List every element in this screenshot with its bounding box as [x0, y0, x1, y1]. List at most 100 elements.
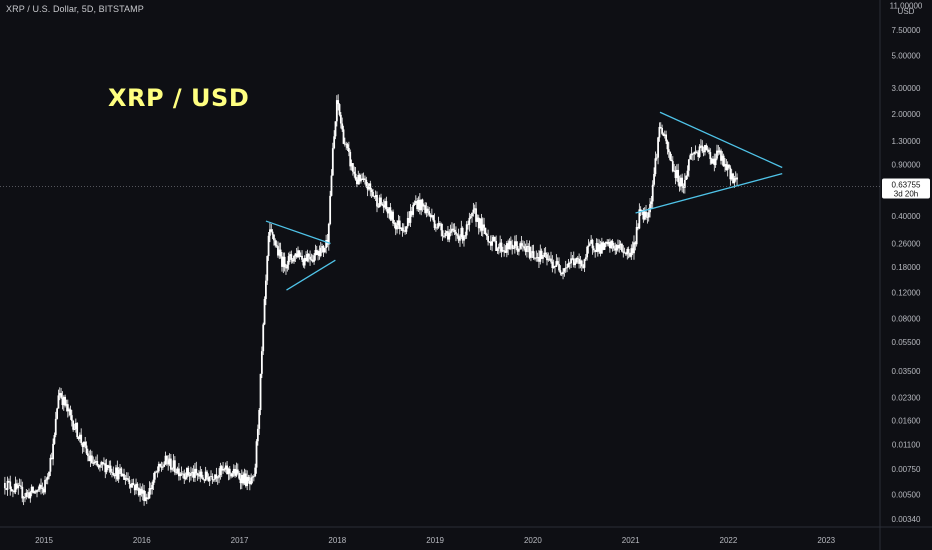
candle-body: [413, 203, 416, 206]
candle-body: [499, 242, 502, 247]
candle-body: [412, 205, 415, 215]
candle-body: [527, 246, 530, 247]
candle-body: [41, 487, 44, 489]
candle-body: [73, 429, 76, 430]
candle-body: [497, 246, 500, 249]
candle-body: [139, 488, 141, 496]
candle-body: [104, 463, 107, 473]
candle-body: [203, 479, 206, 481]
candle-body: [100, 462, 103, 465]
candle-body: [34, 491, 37, 493]
candle-body: [377, 206, 380, 208]
candle-body: [267, 235, 270, 257]
candle-body: [350, 163, 353, 167]
candle-body: [317, 251, 319, 255]
candle-body: [619, 243, 622, 245]
candle-body: [712, 158, 714, 164]
candle-body: [683, 180, 686, 188]
candle-body: [725, 164, 728, 171]
candle-body: [658, 126, 661, 138]
candle-body: [580, 260, 583, 267]
candle-body: [591, 239, 594, 249]
candle-body: [188, 475, 191, 477]
candle-body: [58, 393, 61, 396]
candle-body: [293, 255, 295, 262]
price-tick-label: 0.01100: [892, 440, 921, 449]
candle-body: [127, 478, 129, 481]
candle-body: [384, 201, 386, 208]
candle-body: [191, 471, 194, 474]
candle-body: [3, 482, 6, 489]
candle-body: [357, 175, 360, 185]
candle-body: [535, 257, 538, 259]
candle-body: [396, 225, 398, 230]
candle-body: [49, 457, 52, 472]
candle-body: [629, 252, 631, 257]
candle-body: [685, 175, 688, 181]
candle-body: [705, 145, 708, 150]
candle-body: [622, 251, 625, 253]
candle-body: [503, 250, 506, 252]
candle-body: [459, 237, 461, 241]
candle-body: [163, 464, 166, 467]
candle-body: [492, 236, 495, 242]
candle-body: [512, 248, 515, 250]
candle-body: [113, 475, 116, 477]
price-tick-label: 3.00000: [892, 84, 921, 93]
candle-body: [520, 243, 523, 246]
candle-body: [404, 230, 407, 232]
candle-body: [175, 472, 178, 474]
candle-body: [281, 256, 283, 267]
candle-body: [61, 397, 64, 406]
candle-body: [552, 266, 555, 269]
candle-body: [449, 231, 452, 233]
candle-body: [380, 197, 382, 205]
candle-body: [183, 473, 186, 479]
candle-body: [627, 248, 630, 253]
price-tick-label: 0.03500: [892, 367, 921, 376]
candle-body: [570, 258, 572, 264]
price-tick-label: 0.90000: [892, 161, 921, 170]
candle-body: [140, 488, 143, 494]
candle-body: [345, 143, 348, 145]
time-axis[interactable]: 2015 2016 2017 2018 2019 2020 2021 2022 2023: [35, 536, 836, 545]
candle-body: [315, 250, 318, 255]
candle-body: [341, 123, 344, 130]
candle-body: [405, 226, 408, 232]
candle-body: [400, 227, 402, 229]
candle-body: [342, 129, 345, 144]
candle-body: [212, 479, 215, 481]
candle-body: [700, 145, 702, 147]
candle-body: [625, 252, 627, 255]
candle-body: [42, 488, 45, 493]
candle-body: [507, 243, 510, 250]
candle-body: [338, 104, 341, 115]
candle-body: [60, 393, 63, 398]
candle-body: [93, 461, 96, 463]
candle-body: [426, 208, 429, 212]
candle-body: [599, 244, 602, 254]
candle-body: [635, 226, 638, 245]
candle-body: [141, 490, 144, 494]
candle-body: [543, 252, 546, 257]
candle-body: [681, 177, 684, 187]
candle-body: [376, 194, 378, 207]
candle-body: [218, 475, 220, 478]
candle-body: [418, 199, 421, 211]
candle-body: [493, 236, 496, 241]
candle-body: [227, 468, 230, 475]
price-tick-label: 0.00500: [892, 491, 921, 500]
price-axis-unit: USD: [898, 7, 915, 16]
candle-body: [278, 249, 281, 256]
candle-body: [255, 441, 258, 468]
candle-body: [271, 231, 274, 235]
candle-body: [430, 215, 433, 218]
candle-body: [614, 248, 617, 251]
candle-body: [264, 280, 267, 299]
candle-body: [531, 251, 534, 253]
candle-body: [95, 460, 97, 462]
candle-body: [135, 483, 137, 491]
candle-body: [578, 258, 581, 264]
